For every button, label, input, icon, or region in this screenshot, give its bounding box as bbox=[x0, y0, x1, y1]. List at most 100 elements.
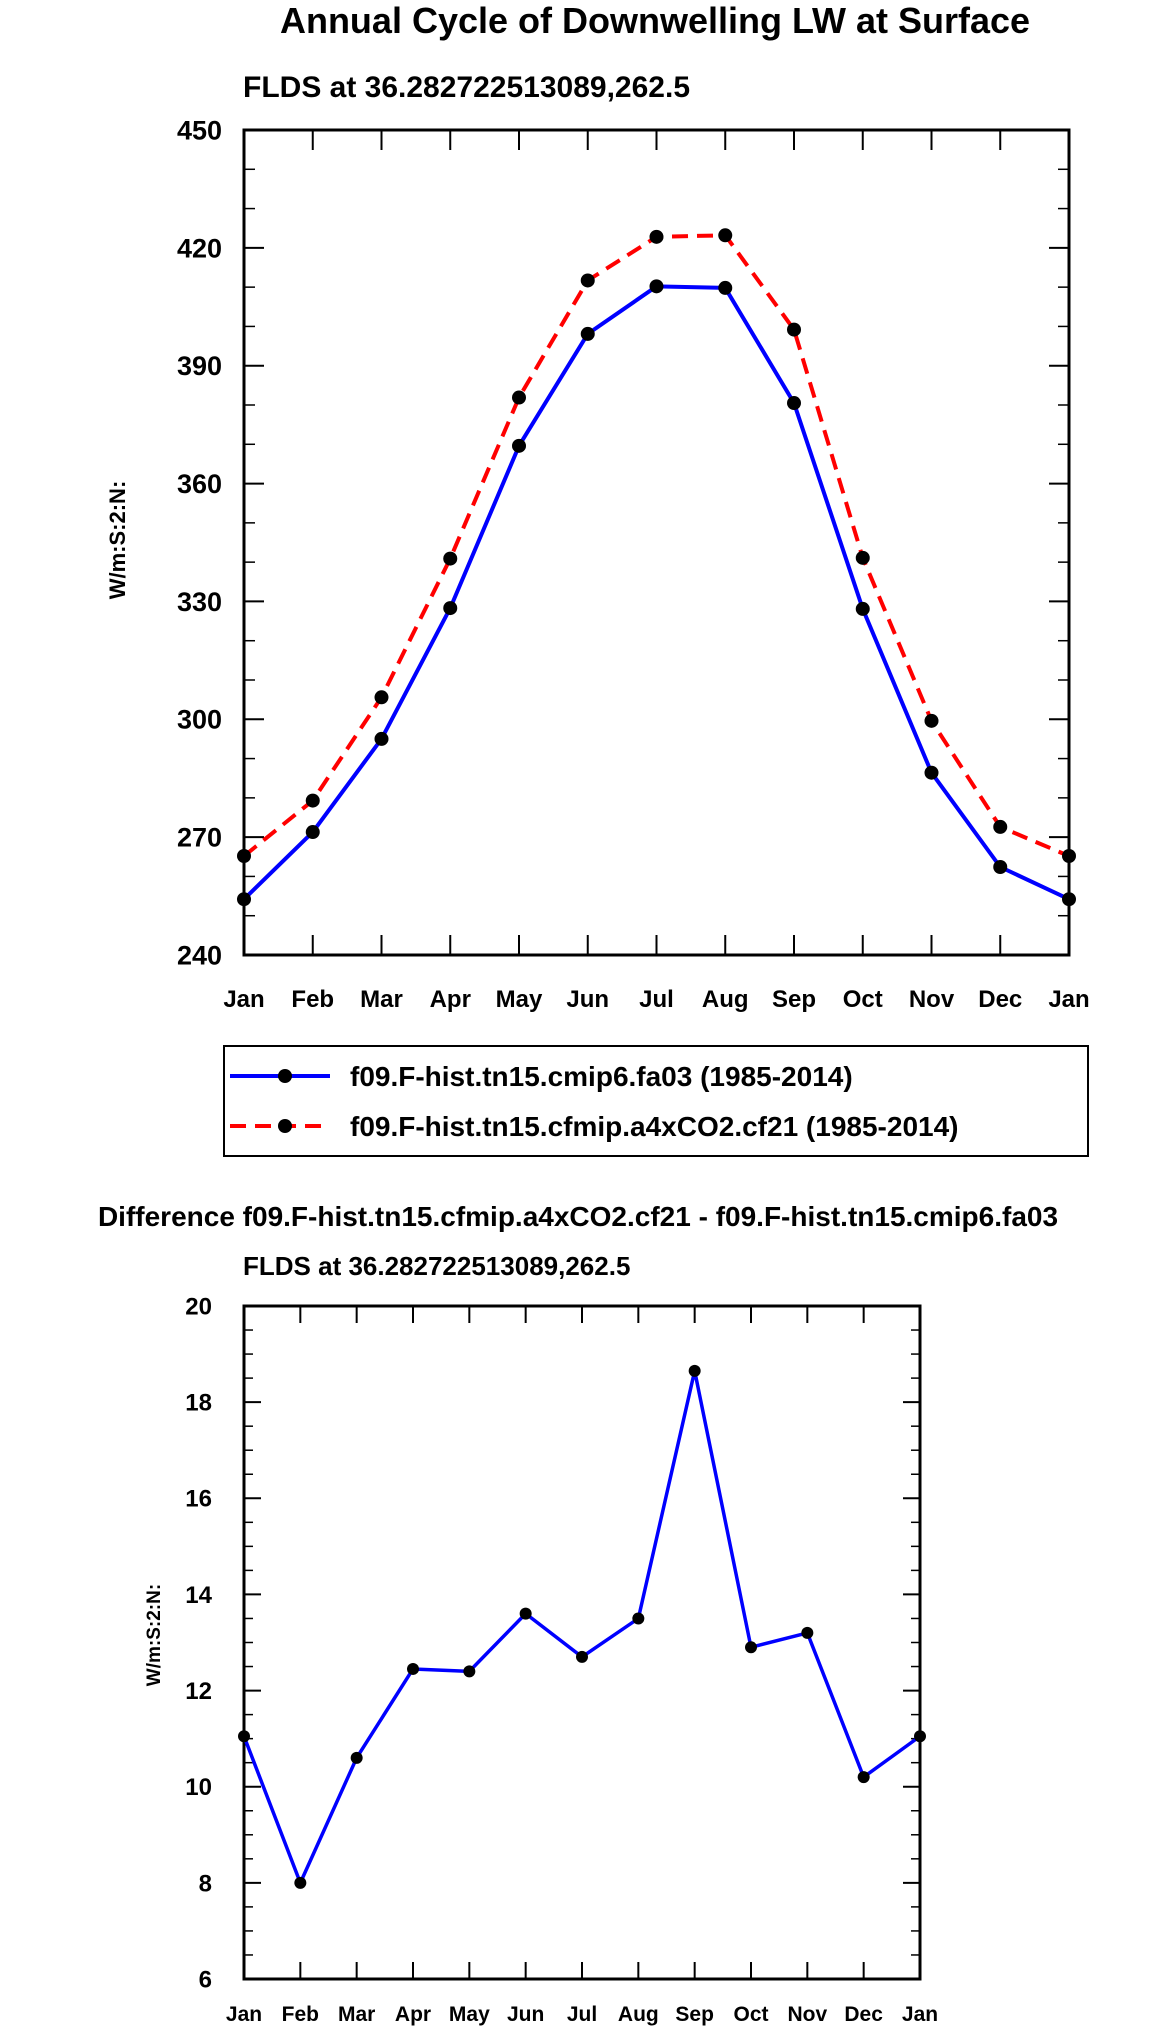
bottom-chart-series-1-line bbox=[242, 1369, 922, 1885]
top-chart-series-2-point bbox=[305, 793, 320, 808]
bottom-chart-y-tick-label: 12 bbox=[185, 1678, 212, 1705]
top-chart-x-tick-label: Jan bbox=[1048, 986, 1089, 1013]
bottom-chart-series-1-point bbox=[407, 1662, 419, 1675]
top-chart-y-tick-label: 390 bbox=[177, 351, 222, 381]
top-chart-x-tick-label: Mar bbox=[360, 986, 403, 1013]
bottom-chart-x-tick-label: Nov bbox=[787, 2003, 827, 2026]
bottom-chart-x-tick-label: Jan bbox=[902, 2003, 938, 2026]
top-chart-x-tick-label: Apr bbox=[430, 986, 471, 1013]
top-chart-series-2-point bbox=[718, 228, 733, 243]
bottom-chart-plot-frame bbox=[242, 1304, 922, 1981]
bottom-chart-title: Difference f09.F-hist.tn15.cfmip.a4xCO2.… bbox=[98, 1201, 1058, 1232]
bottom-chart-x-tick-label: Oct bbox=[733, 2003, 768, 2026]
bottom-chart-series-1-point bbox=[519, 1607, 532, 1620]
top-chart-series-2-point bbox=[787, 322, 801, 337]
bottom-chart-series-1-point bbox=[857, 1771, 870, 1784]
top-chart-series-2-point bbox=[993, 819, 1008, 834]
bottom-chart-y-tick-label: 16 bbox=[185, 1486, 212, 1513]
top-chart-x-tick-label: Feb bbox=[291, 986, 334, 1013]
bottom-chart-series-1-point bbox=[632, 1612, 645, 1625]
bottom-chart-series-1-point bbox=[688, 1364, 701, 1377]
bottom-chart-y-tick-label: 18 bbox=[185, 1390, 212, 1417]
bottom-chart-x-tick-label: Sep bbox=[675, 2003, 714, 2026]
bottom-chart-ylabel: W/m:S:2:N: bbox=[144, 1584, 165, 1686]
bottom-chart-x-tick-label: Dec bbox=[844, 2003, 883, 2026]
top-chart-ylabel: W/m:S:2:N: bbox=[105, 481, 130, 600]
top-chart-x-tick-label: Sep bbox=[772, 986, 816, 1013]
top-chart-y-tick-label: 270 bbox=[177, 823, 222, 853]
legend-box bbox=[223, 1045, 1089, 1157]
bottom-chart-series-1-point bbox=[745, 1641, 757, 1654]
top-chart-series-2-point bbox=[649, 229, 664, 244]
legend: f09.F-hist.tn15.cmip6.fa03 (1985-2014) f… bbox=[223, 1045, 1089, 1157]
top-chart-series bbox=[237, 228, 1076, 907]
top-chart-subtitle: FLDS at 36.282722513089,262.5 bbox=[243, 71, 690, 104]
bottom-chart-series-1-point bbox=[463, 1665, 476, 1678]
bottom-chart-x-tick-label: Aug bbox=[618, 2003, 659, 2026]
top-chart-x-tick-label: Oct bbox=[843, 986, 883, 1013]
bottom-chart-series bbox=[238, 1364, 926, 1889]
bottom-chart-x-tick-label: Jan bbox=[226, 2003, 262, 2026]
top-chart-y-tick-label: 330 bbox=[177, 587, 222, 617]
bottom-chart-series-1-point bbox=[350, 1751, 363, 1764]
top-chart-x-tick-label: Nov bbox=[909, 986, 955, 1013]
legend-label-1: f09.F-hist.tn15.cmip6.fa03 (1985-2014) bbox=[350, 1061, 853, 1092]
top-chart-series-2-point bbox=[374, 690, 389, 705]
top-chart-series-2-point bbox=[855, 550, 870, 565]
legend-swatch-marker-1 bbox=[278, 1069, 292, 1083]
bottom-chart-x-tick-label: Mar bbox=[338, 2003, 375, 2026]
bottom-chart-x-tick-label: May bbox=[449, 2003, 490, 2026]
top-chart-series-1-point bbox=[787, 396, 801, 411]
top-chart-x-tick-label: Jul bbox=[639, 986, 674, 1013]
top-chart-series-1-point bbox=[993, 860, 1008, 874]
top-chart-series-2-point bbox=[924, 713, 939, 728]
top-chart-y-tick-label: 420 bbox=[177, 233, 222, 263]
top-chart-x-tick-label: May bbox=[496, 986, 543, 1013]
top-chart-series-1-point bbox=[512, 438, 526, 453]
top-chart-x-tick-label: Dec bbox=[978, 986, 1022, 1013]
top-chart-x-tick-label: Jan bbox=[223, 986, 264, 1013]
top-chart-y-tick-label: 240 bbox=[177, 940, 222, 970]
bottom-chart-y-tick-label: 14 bbox=[185, 1582, 212, 1609]
bottom-chart-subtitle: FLDS at 36.282722513089,262.5 bbox=[243, 1251, 630, 1281]
top-chart-series-1-point bbox=[237, 892, 251, 907]
top-chart-title: Annual Cycle of Downwelling LW at Surfac… bbox=[280, 0, 1030, 41]
bottom-chart-y-tick-label: 6 bbox=[199, 1966, 212, 1993]
top-chart-y-tick-label: 450 bbox=[177, 115, 222, 145]
top-chart-series-2-point bbox=[1062, 849, 1076, 863]
bottom-chart-series-1-point bbox=[238, 1730, 250, 1743]
legend-label-2: f09.F-hist.tn15.cfmip.a4xCO2.cf21 (1985-… bbox=[350, 1111, 958, 1142]
top-chart-series-1-point bbox=[1062, 892, 1076, 907]
top-chart-series-1-point bbox=[649, 279, 664, 294]
bottom-chart-x-tick-label: Apr bbox=[395, 2003, 431, 2026]
top-chart-series-1-point bbox=[718, 280, 733, 295]
top-chart-series-1-point bbox=[855, 601, 870, 616]
bottom-chart-series-1-point bbox=[801, 1626, 814, 1639]
bottom-chart-series-1-point bbox=[294, 1876, 307, 1889]
top-chart-series-2-point bbox=[512, 390, 526, 405]
top-chart-plot-frame bbox=[242, 128, 1071, 957]
top-chart-series-1-point bbox=[924, 765, 939, 780]
top-chart-series-1-line bbox=[242, 284, 1070, 902]
top-chart-x-tick-label: Jun bbox=[566, 986, 609, 1013]
top-chart-series-1-point bbox=[443, 601, 458, 616]
top-chart-series-1-point bbox=[374, 731, 389, 746]
top-chart-series-2-point bbox=[443, 551, 458, 566]
top-chart-series-2-point bbox=[580, 273, 595, 288]
top-chart-series-1-point bbox=[580, 326, 595, 341]
bottom-chart-series-1-point bbox=[914, 1730, 926, 1743]
bottom-chart-x-tick-label: Feb bbox=[282, 2003, 319, 2026]
bottom-chart-y-tick-label: 20 bbox=[185, 1293, 212, 1320]
top-chart-series-2-point bbox=[237, 849, 251, 863]
bottom-chart-series-1-point bbox=[576, 1650, 588, 1663]
legend-swatch-marker-2 bbox=[278, 1119, 292, 1133]
top-chart-y-tick-label: 360 bbox=[177, 469, 222, 499]
bottom-chart-y-tick-label: 8 bbox=[199, 1870, 212, 1897]
bottom-chart-y-tick-label: 10 bbox=[185, 1774, 212, 1801]
top-chart-axes: Jan Feb Mar Apr May Jun Jul Aug Sep Oct Nov Dec Jan2… bbox=[177, 115, 1090, 1013]
top-chart-x-tick-label: Aug bbox=[702, 986, 749, 1013]
top-chart-series-2-line bbox=[242, 233, 1070, 858]
top-chart-series-1-point bbox=[305, 825, 320, 840]
bottom-chart-x-tick-label: Jul bbox=[567, 2003, 597, 2026]
